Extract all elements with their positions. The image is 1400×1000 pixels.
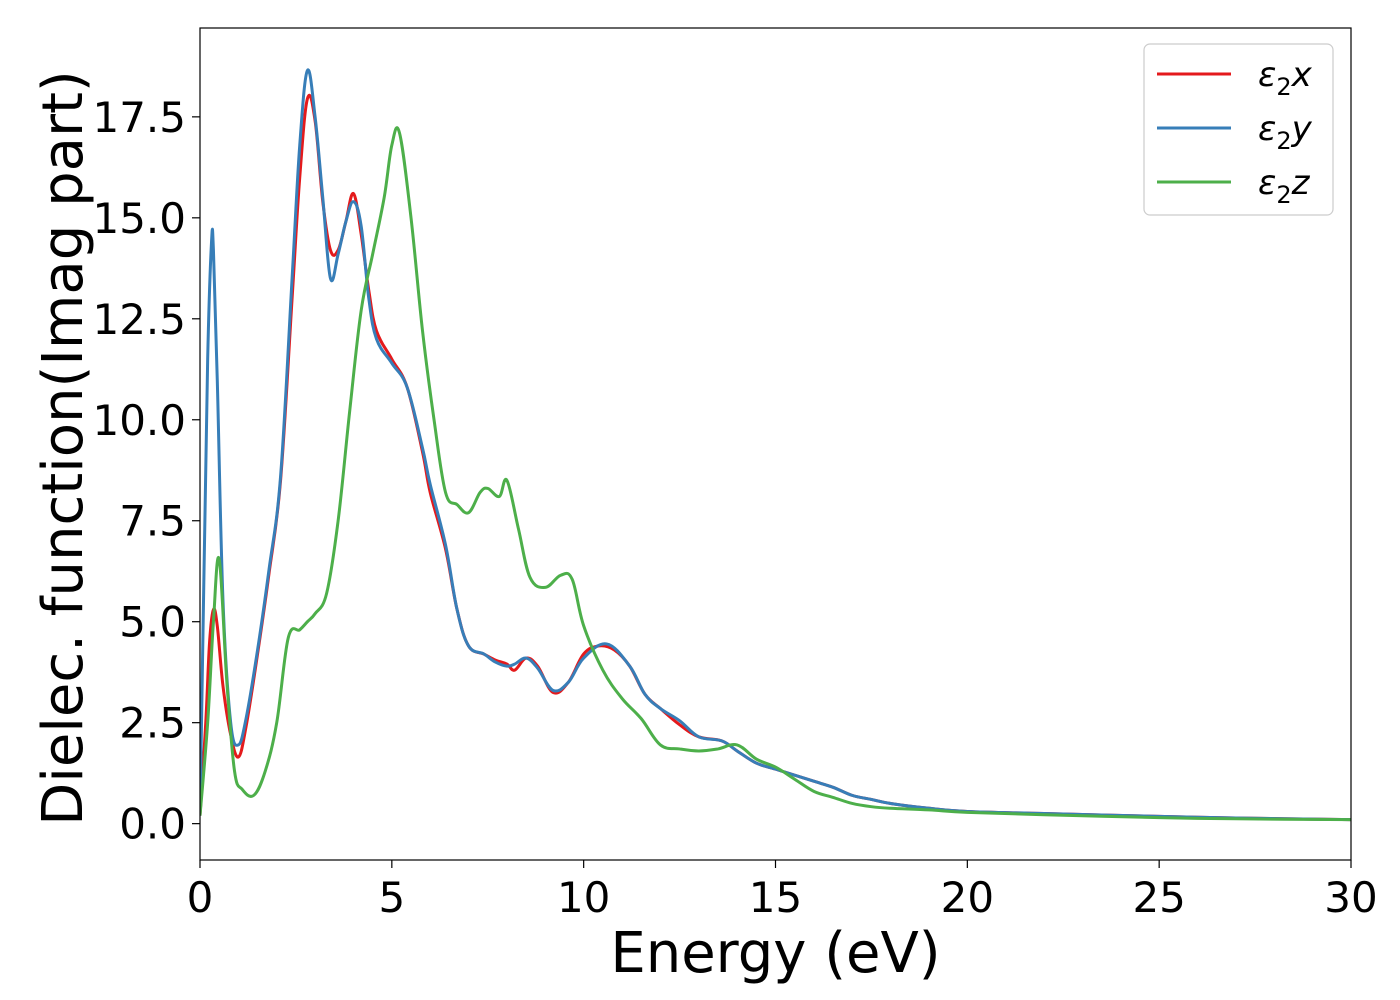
x-axis-title: Energy (eV) (610, 921, 940, 986)
x-tick-label: 30 (1324, 873, 1377, 922)
y-tick-label: 2.5 (119, 699, 186, 748)
y-tick-label: 5.0 (119, 598, 186, 647)
y-tick-label: 7.5 (119, 497, 186, 546)
x-tick-label: 20 (941, 873, 994, 922)
y-tick-label: 10.0 (92, 396, 186, 445)
x-tick-label: 10 (557, 873, 610, 922)
y-tick-label: 0.0 (119, 800, 186, 849)
y-tick-label: 12.5 (92, 295, 186, 344)
series-line-y (200, 68, 1351, 822)
legend: ε2x ε2y ε2z (1143, 43, 1334, 216)
legend-label-y: ε2y (1258, 109, 1313, 155)
y-axis-title: Dielec. function(Imag part) (31, 70, 96, 826)
x-axis: 0 5 10 15 20 25 30 (187, 860, 1378, 922)
legend-label-x: ε2x (1258, 55, 1313, 101)
legend-box (1143, 43, 1334, 216)
x-tick-label: 25 (1132, 873, 1185, 922)
series-line-z (200, 126, 1351, 822)
x-tick-label: 0 (187, 873, 214, 922)
legend-label-z: ε2z (1258, 163, 1311, 209)
x-tick-label: 5 (378, 873, 405, 922)
x-tick-label: 15 (749, 873, 802, 922)
y-tick-label: 15.0 (92, 194, 186, 243)
y-tick-label: 17.5 (92, 93, 186, 142)
y-axis: 0.0 2.5 5.0 7.5 10.0 12.5 15.0 17.5 (92, 93, 200, 849)
